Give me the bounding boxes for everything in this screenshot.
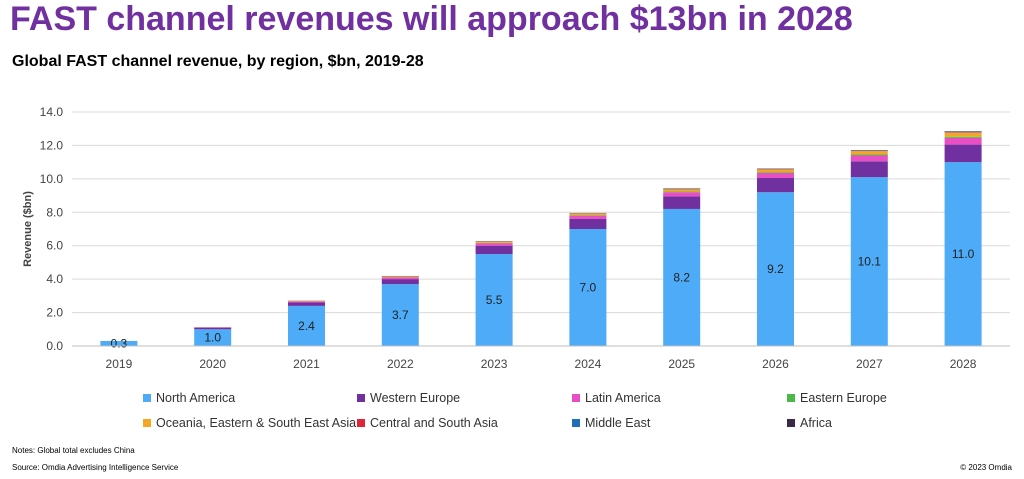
bar-segment xyxy=(757,173,794,179)
bar-segment xyxy=(569,215,607,219)
bar-segment xyxy=(381,279,419,285)
y-tick-label: 4.0 xyxy=(46,272,63,286)
bar-segment xyxy=(569,213,607,216)
bar-segment xyxy=(850,161,888,178)
bar-segment xyxy=(475,241,513,243)
bar-segment xyxy=(475,245,513,255)
data-label: 9.2 xyxy=(767,262,784,276)
x-tick-label: 2025 xyxy=(668,357,695,371)
chart-note: Notes: Global total excludes China xyxy=(12,446,135,455)
x-tick-label: 2019 xyxy=(106,357,133,371)
chart-source: Source: Omdia Advertising Intelligence S… xyxy=(12,463,179,472)
y-tick-label: 0.0 xyxy=(46,339,63,353)
bar-segment xyxy=(288,302,325,306)
bar-segment xyxy=(757,192,794,346)
bar-segment xyxy=(944,132,982,137)
y-axis-label: Revenue ($bn) xyxy=(22,191,34,267)
bar-segment xyxy=(944,162,982,346)
bar-segment xyxy=(100,340,138,346)
bar-segment xyxy=(944,144,982,163)
x-tick-label: 2023 xyxy=(481,357,508,371)
bar-segment xyxy=(194,329,232,346)
bar-segment xyxy=(663,196,701,209)
bar-segment xyxy=(569,215,607,216)
bar-segment xyxy=(381,284,419,346)
bar-segment xyxy=(944,132,982,133)
bar-segment xyxy=(288,301,325,303)
bar-segment xyxy=(475,243,513,246)
bar-segment xyxy=(288,300,325,302)
bar-segment xyxy=(569,229,607,346)
bar-segment xyxy=(288,305,325,346)
data-label: 10.1 xyxy=(858,255,882,269)
x-tick-label: 2020 xyxy=(199,357,226,371)
data-label: 11.0 xyxy=(952,247,975,261)
data-label: 3.7 xyxy=(392,308,409,322)
x-tick-label: 2024 xyxy=(575,357,602,371)
copyright-notice: © 2023 Omdia xyxy=(960,463,1012,472)
y-tick-label: 2.0 xyxy=(46,306,63,320)
bar-segment xyxy=(850,177,888,346)
headline: FAST channel revenues will approach $13b… xyxy=(10,0,853,38)
bar-segment xyxy=(757,169,794,173)
bar-segment xyxy=(757,178,794,193)
x-tick-label: 2022 xyxy=(387,357,414,371)
bar-segment xyxy=(850,154,888,156)
data-label: 7.0 xyxy=(580,281,597,295)
bar-segment xyxy=(194,327,232,330)
data-label: 8.2 xyxy=(673,270,690,284)
y-tick-label: 14.0 xyxy=(40,105,64,119)
x-tick-label: 2028 xyxy=(950,357,977,371)
y-tick-label: 10.0 xyxy=(40,172,64,186)
y-tick-label: 8.0 xyxy=(46,205,63,219)
bar-segment xyxy=(944,131,982,132)
x-tick-label: 2021 xyxy=(293,357,320,371)
y-tick-label: 6.0 xyxy=(46,239,63,253)
y-tick-label: 12.0 xyxy=(40,138,64,152)
data-label: 1.0 xyxy=(204,331,221,345)
bar-segment xyxy=(944,137,982,145)
data-label: 2.4 xyxy=(298,319,315,333)
x-tick-label: 2027 xyxy=(856,357,883,371)
bar-segment xyxy=(475,254,513,346)
bar-segment xyxy=(663,192,701,197)
bar-segment xyxy=(569,218,607,229)
bar-segment xyxy=(663,189,701,192)
bar-segment xyxy=(944,136,982,138)
x-tick-label: 2026 xyxy=(762,357,789,371)
data-label: 0.3 xyxy=(111,336,128,350)
bar-segment xyxy=(850,155,888,162)
bar-segment xyxy=(757,172,794,174)
bar-segment xyxy=(850,151,888,155)
bar-segment xyxy=(381,276,419,278)
bar-segment xyxy=(663,191,701,193)
data-label: 5.5 xyxy=(486,293,503,307)
bar-segment xyxy=(944,131,982,133)
chart-title: Global FAST channel revenue, by region, … xyxy=(12,53,424,70)
bar-segment xyxy=(663,208,701,346)
bar-segment xyxy=(381,277,419,280)
